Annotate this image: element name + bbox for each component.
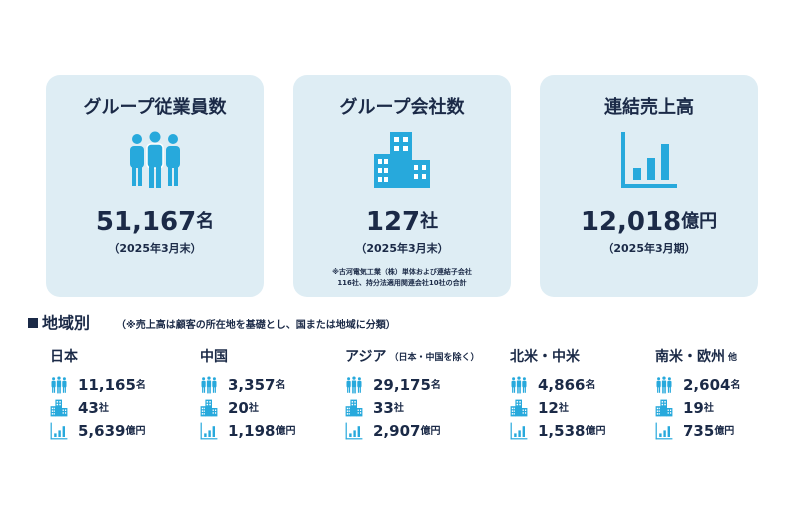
unit: 億円 <box>714 424 734 437</box>
value: 2,604 <box>683 376 730 394</box>
icon <box>51 376 67 394</box>
region-name: アジア （日本・中国を除く） <box>345 349 479 365</box>
value: 735 <box>683 422 714 440</box>
icon <box>655 399 673 417</box>
icon <box>200 422 218 440</box>
region-value: 43社 <box>78 399 109 417</box>
region-value: 2,907億円 <box>373 422 440 440</box>
unit: 社 <box>558 401 569 414</box>
unit: 名 <box>136 378 146 391</box>
card-value: 12,018億円 <box>581 207 717 237</box>
sub: 他 <box>727 351 737 363</box>
value: 4,866 <box>538 376 585 394</box>
value: 12,018 <box>581 207 681 237</box>
unit: 億円 <box>420 424 440 437</box>
icon <box>200 399 218 417</box>
unit: 社 <box>248 401 259 414</box>
unit: 社 <box>393 401 404 414</box>
unit: 名 <box>196 210 214 232</box>
value: 29,175 <box>373 376 431 394</box>
name: 北米・中米 <box>510 348 581 365</box>
region-value: 5,639億円 <box>78 422 145 440</box>
value: 11,165 <box>78 376 136 394</box>
card-value: 127社 <box>366 207 438 237</box>
section-title: 地域別 <box>42 314 90 333</box>
card-date: （2025年3月期） <box>602 241 695 255</box>
card-date: （2025年3月末） <box>355 241 448 255</box>
icon <box>511 376 527 394</box>
region-value: 33社 <box>373 399 404 417</box>
unit: 社 <box>420 210 438 232</box>
region-value: 3,357名 <box>228 376 285 394</box>
icon <box>50 399 68 417</box>
icon <box>510 422 528 440</box>
unit: 名 <box>585 378 595 391</box>
icon <box>201 376 217 394</box>
region-name: 北米・中米 <box>510 348 581 365</box>
value: 12 <box>538 399 559 417</box>
region-value: 11,165名 <box>78 376 146 394</box>
value: 2,907 <box>373 422 420 440</box>
card-title: グループ会社数 <box>340 96 466 118</box>
value: 1,198 <box>228 422 275 440</box>
region-value: 4,866名 <box>538 376 595 394</box>
region-name: 南米・欧州他 <box>655 348 737 365</box>
icon <box>656 376 672 394</box>
summary-cards: グループ従業員数 51,167名 （2025年3月末） グループ会社数 127社 （202… <box>46 75 758 297</box>
card-date: （2025年3月末） <box>108 241 201 255</box>
unit: 名 <box>730 378 740 391</box>
section-marker <box>28 318 38 328</box>
name: アジア <box>345 349 386 365</box>
value: 19 <box>683 399 704 417</box>
card-title: 連結売上高 <box>604 96 694 118</box>
region-value: 1,538億円 <box>538 422 605 440</box>
card-title: グループ従業員数 <box>84 96 228 118</box>
card <box>46 75 264 297</box>
region-value: 12社 <box>538 399 569 417</box>
value: 20 <box>228 399 249 417</box>
region-value: 2,604名 <box>683 376 740 394</box>
unit: 名 <box>275 378 285 391</box>
value: 1,538 <box>538 422 585 440</box>
unit: 社 <box>98 401 109 414</box>
value: 43 <box>78 399 99 417</box>
unit: 名 <box>431 378 441 391</box>
region-name: 中国 <box>200 348 228 365</box>
section-note: （※売上高は顧客の所在地を基礎とし、国または地域に分類） <box>116 318 396 331</box>
sub: （日本・中国を除く） <box>389 351 479 363</box>
icon <box>345 399 363 417</box>
card-note: ※古河電気工業（株）単体および連結子会社 <box>332 267 472 276</box>
card-value: 51,167名 <box>96 207 214 237</box>
name: 日本 <box>50 348 79 365</box>
region-value: 19社 <box>683 399 714 417</box>
region-value: 735億円 <box>683 422 734 440</box>
unit: 億円 <box>275 424 295 437</box>
regions: 日本11,165名43社5,639億円中国3,357名20社1,198億円アジア… <box>50 348 740 440</box>
value: 5,639 <box>78 422 125 440</box>
value: 127 <box>366 207 420 237</box>
region-value: 20社 <box>228 399 259 417</box>
name: 南米・欧州 <box>655 348 725 365</box>
unit: 億円 <box>125 424 145 437</box>
icon <box>346 376 362 394</box>
icon <box>345 422 363 440</box>
icon <box>655 422 673 440</box>
name: 中国 <box>200 348 228 365</box>
unit: 億円 <box>585 424 605 437</box>
value: 33 <box>373 399 394 417</box>
unit: 社 <box>703 401 714 414</box>
region-value: 29,175名 <box>373 376 441 394</box>
card-note: 116社、持分法適用関連会社10社の合計 <box>337 278 466 287</box>
region-name: 日本 <box>50 348 79 365</box>
value: 3,357 <box>228 376 275 394</box>
icon <box>50 422 68 440</box>
icon <box>510 399 528 417</box>
region-value: 1,198億円 <box>228 422 295 440</box>
value: 51,167 <box>96 207 196 237</box>
unit: 億円 <box>681 210 717 232</box>
